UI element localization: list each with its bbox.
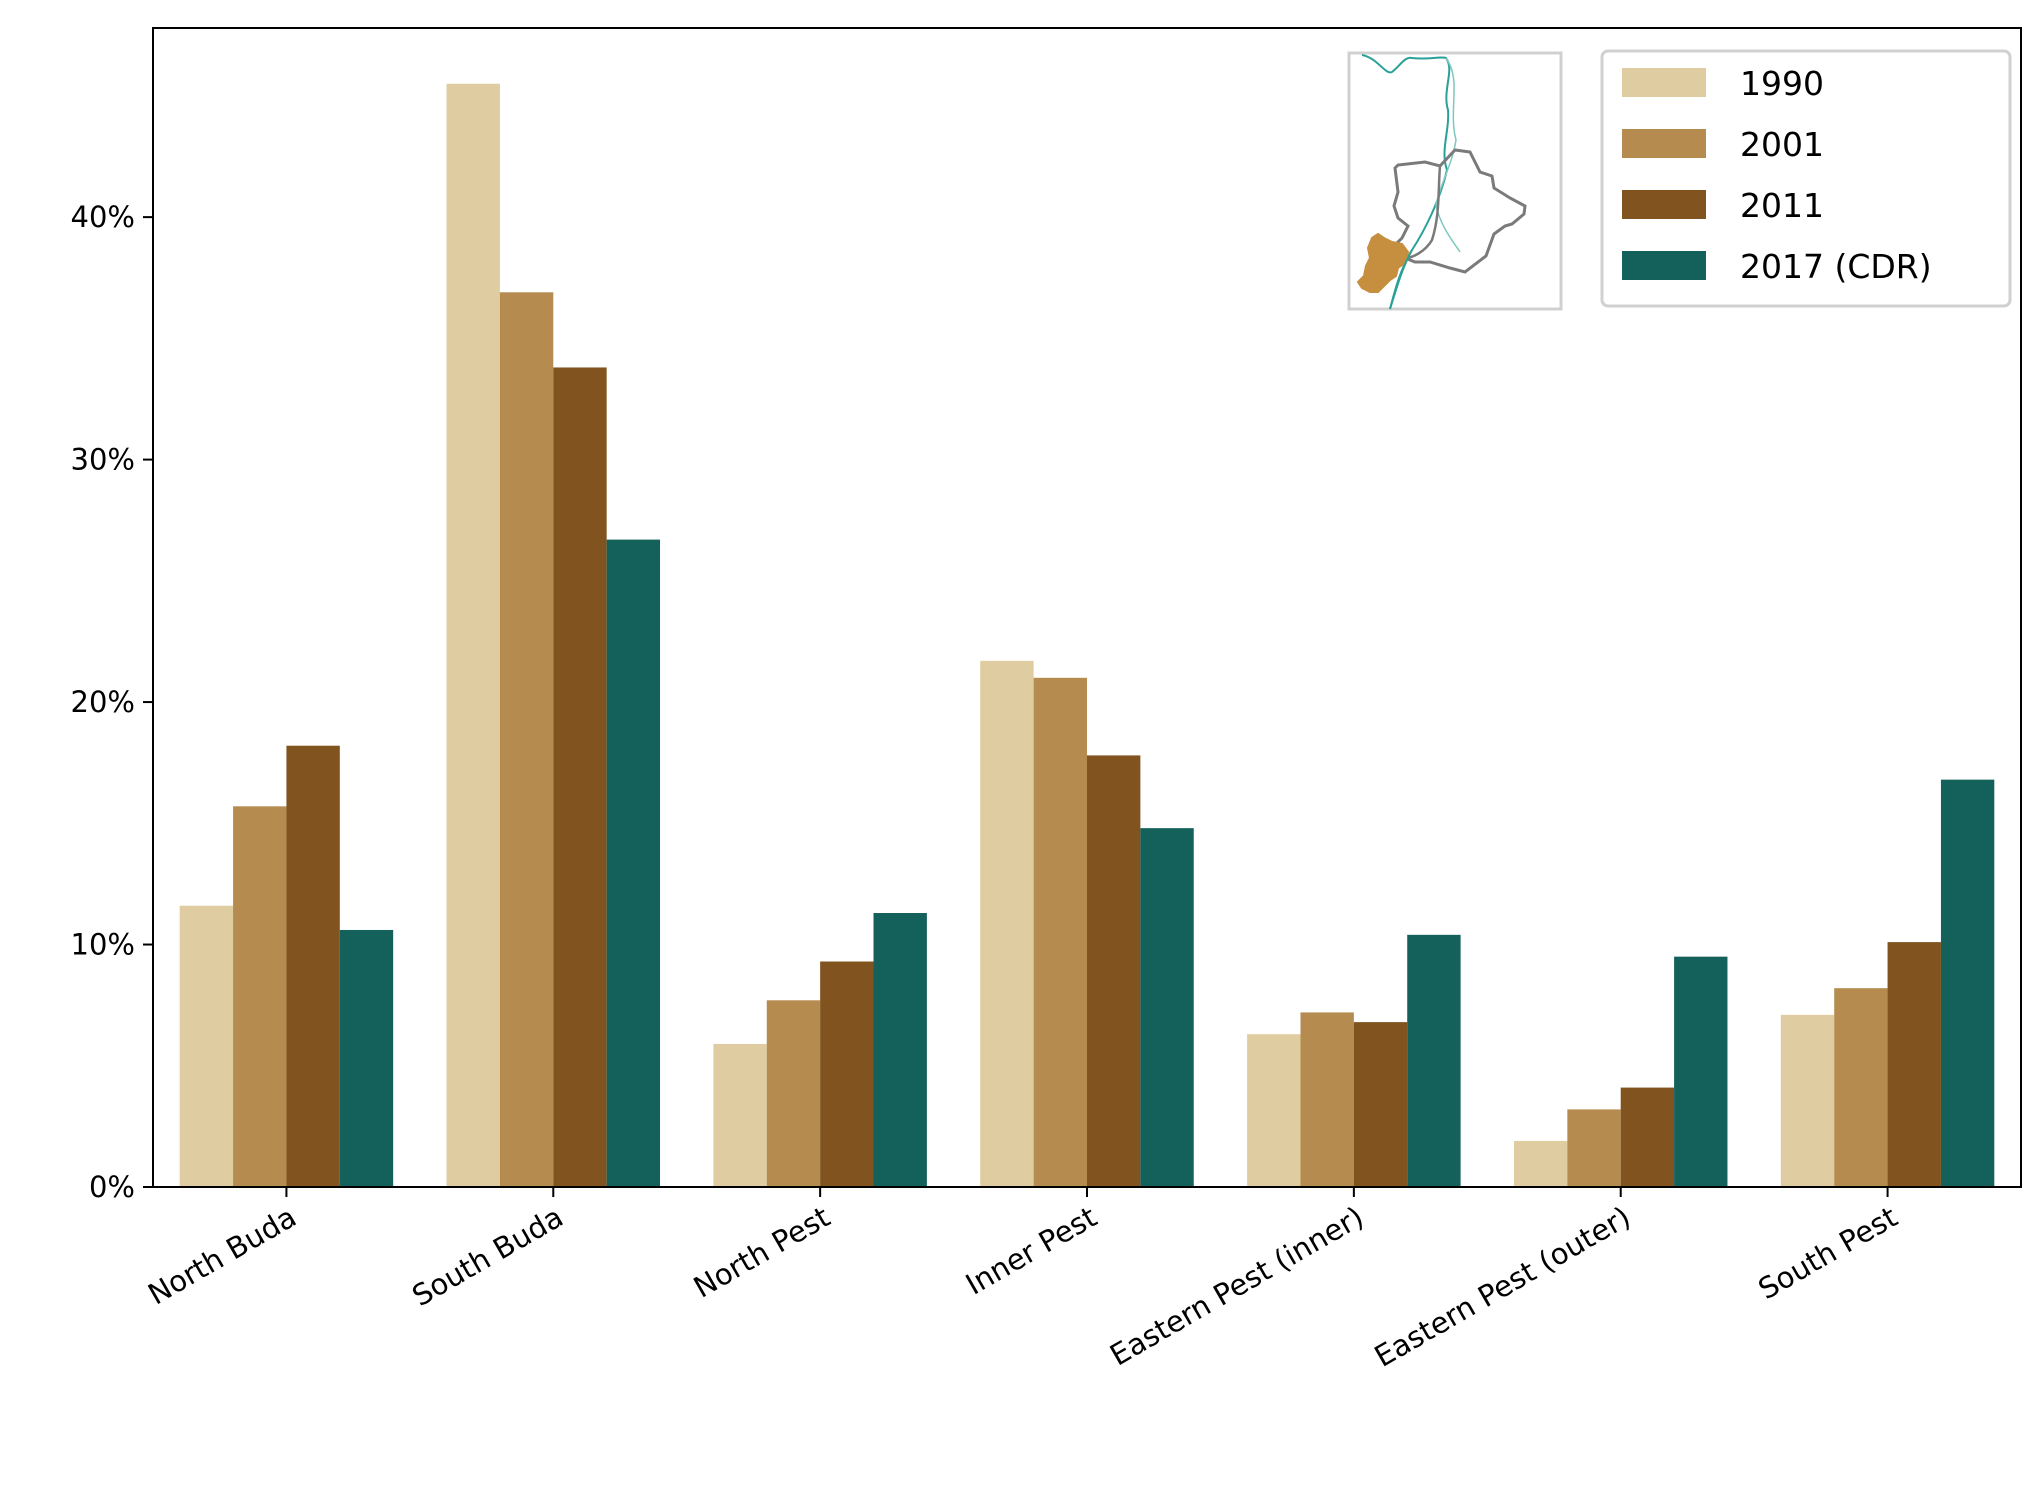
legend-label: 1990 [1740, 64, 1824, 103]
inset-map [1347, 51, 1563, 311]
bar-eastern-pest-inner-2017-cdr [1407, 934, 1461, 1187]
y-tick-label: 20% [71, 685, 135, 719]
legend-swatch [1622, 190, 1706, 219]
bar-eastern-pest-outer-2017-cdr [1674, 956, 1728, 1187]
city-boundary-inner [1404, 165, 1442, 260]
river-branch [1435, 57, 1461, 253]
legend-swatch [1622, 68, 1706, 97]
bar-south-buda-2001 [499, 292, 554, 1187]
legend-swatch [1622, 251, 1706, 280]
bar-eastern-pest-inner-2001 [1300, 1012, 1354, 1187]
bar-inner-pest-2011 [1087, 755, 1141, 1187]
legend-label: 2017 (CDR) [1740, 247, 1932, 286]
bar-south-buda-2017-cdr [606, 539, 661, 1187]
bar-eastern-pest-outer-1990 [1513, 1140, 1568, 1187]
bar-south-pest-2011 [1887, 942, 1941, 1187]
river-through-district [1389, 249, 1413, 310]
legend: 1990 2001 2011 2017 (CDR) [1600, 49, 2012, 308]
bar-south-pest-2017-cdr [1940, 779, 1995, 1187]
legend-label: 2001 [1740, 125, 1824, 164]
river-line [1361, 54, 1451, 310]
bar-north-pest-1990 [713, 1043, 767, 1187]
y-tick-label: 10% [71, 928, 135, 962]
legend-label: 2011 [1740, 186, 1824, 225]
highlighted-district [1356, 232, 1410, 293]
bar-north-pest-2011 [820, 961, 874, 1187]
bar-inner-pest-2017-cdr [1140, 828, 1194, 1187]
y-axis: 0% 10% 20% 30% 40% [71, 200, 153, 1204]
bar-south-pest-2001 [1834, 988, 1888, 1187]
y-tick-label: 40% [71, 200, 135, 234]
legend-items: 1990 2001 2011 2017 (CDR) [1622, 64, 1932, 286]
bar-north-buda-2001 [233, 806, 287, 1187]
bar-south-buda-2011 [553, 367, 607, 1188]
legend-frame [1600, 49, 2012, 308]
bar-south-pest-1990 [1780, 1014, 1835, 1187]
bar-eastern-pest-inner-1990 [1247, 1034, 1301, 1187]
y-tick-label: 30% [71, 443, 135, 477]
bar-inner-pest-1990 [980, 660, 1034, 1187]
y-tick-label: 0% [89, 1170, 135, 1204]
bar-south-buda-1990 [446, 83, 500, 1187]
bar-north-pest-2017-cdr [873, 913, 927, 1187]
plot-frame [152, 27, 2022, 1188]
bars-layer [179, 83, 1995, 1188]
bar-eastern-pest-outer-2011 [1620, 1087, 1675, 1187]
bar-north-buda-1990 [179, 905, 234, 1187]
budapest-district-map-icon [1356, 54, 1527, 310]
bar-eastern-pest-inner-2011 [1353, 1022, 1408, 1187]
legend-swatch [1622, 129, 1706, 158]
bar-north-buda-2011 [286, 745, 340, 1187]
bar-north-buda-2017-cdr [339, 929, 394, 1187]
bar-eastern-pest-outer-2001 [1567, 1109, 1621, 1187]
city-boundary [1386, 148, 1527, 274]
bar-inner-pest-2001 [1033, 677, 1087, 1187]
bar-north-pest-2001 [766, 1000, 821, 1187]
